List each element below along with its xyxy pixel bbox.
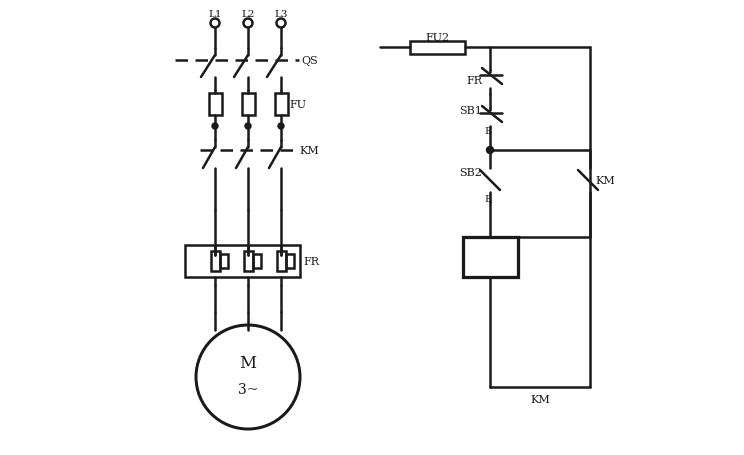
Bar [463,238,518,278]
Text: QS: QS [301,56,318,66]
Text: L3: L3 [275,10,288,19]
Text: SB2: SB2 [459,167,482,177]
Text: KM: KM [595,176,615,186]
Text: E: E [484,126,492,135]
Text: 3~: 3~ [238,382,258,396]
Bar [185,245,300,278]
Bar [275,94,287,116]
Text: L1: L1 [208,10,222,19]
Bar [211,252,219,271]
Bar [243,252,252,271]
Bar [208,94,222,116]
Bar [410,41,465,55]
Circle shape [245,124,251,130]
Text: L2: L2 [241,10,254,19]
Text: FU: FU [289,100,306,110]
Circle shape [487,147,493,154]
Bar [277,252,286,271]
Bar [219,254,228,268]
Text: SB1: SB1 [459,106,482,116]
Text: FR: FR [466,76,482,86]
Text: FU2: FU2 [426,33,449,43]
Text: M: M [240,355,257,372]
Text: FR: FR [303,257,319,267]
Bar [252,254,260,268]
Text: E: E [484,194,492,203]
Bar [242,94,254,116]
Text: KM: KM [530,394,550,404]
Bar [286,254,293,268]
Text: KM: KM [299,146,318,156]
Circle shape [212,124,218,130]
Circle shape [278,124,284,130]
